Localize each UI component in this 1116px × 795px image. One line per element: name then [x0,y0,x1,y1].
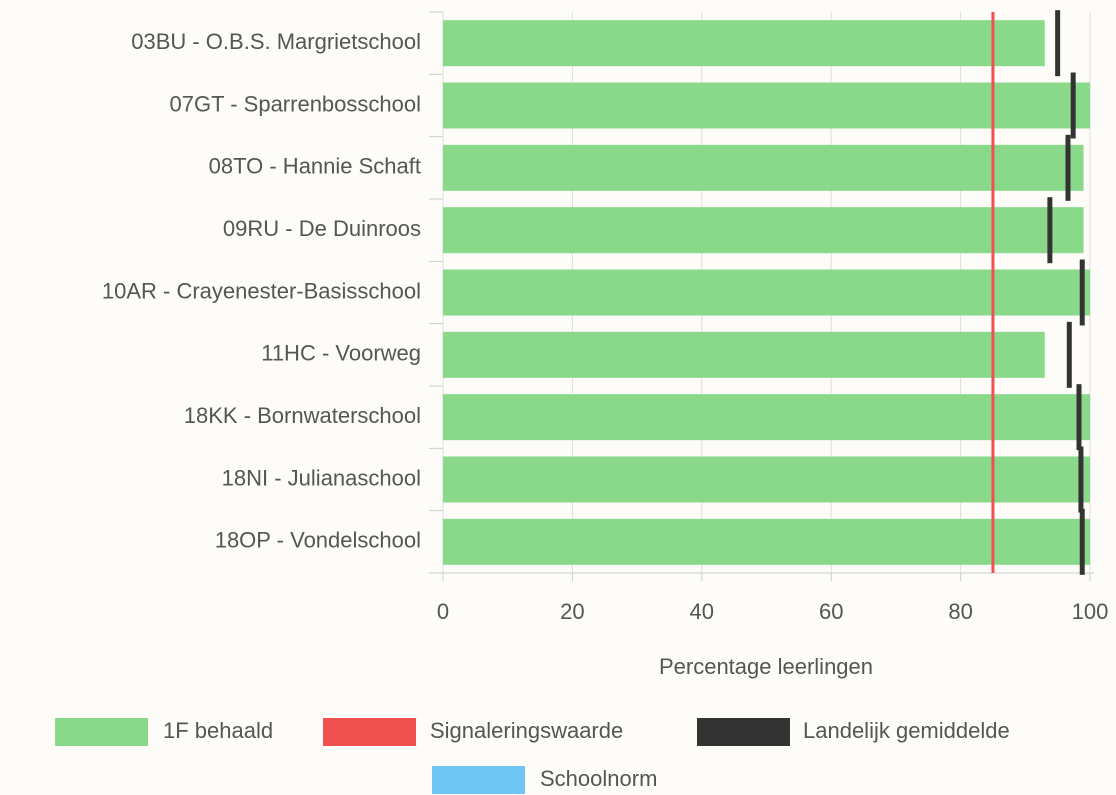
y-tick-label: 09RU - De Duinroos [223,216,421,241]
average-marker [1076,384,1082,451]
bar [443,207,1084,254]
average-marker [1078,446,1084,513]
average-marker [1079,508,1085,575]
y-tick-label: 08TO - Hannie Schaft [209,154,421,179]
x-tick-label: 80 [948,599,972,624]
bar [443,144,1084,191]
legend-swatch [697,718,790,746]
legend-swatch [432,766,525,794]
y-tick-label: 03BU - O.B.S. Margrietschool [131,29,421,54]
bar [443,331,1045,378]
bar [443,20,1045,67]
legend-label: Signaleringswaarde [430,718,623,743]
x-tick-label: 40 [690,599,714,624]
x-tick-label: 100 [1072,599,1109,624]
x-axis-label: Percentage leerlingen [659,654,873,679]
bar [443,269,1090,316]
legend-swatch [323,718,416,746]
bar [443,394,1090,441]
legend-label: 1F behaald [163,718,273,743]
average-marker [1065,134,1071,201]
bar [443,518,1090,565]
legend-label: Landelijk gemiddelde [803,718,1010,743]
legend-swatch [55,718,148,746]
average-marker [1070,72,1076,139]
x-tick-label: 60 [819,599,843,624]
average-marker [1047,197,1053,264]
x-tick-label: 20 [560,599,584,624]
y-tick-label: 18NI - Julianaschool [222,465,421,490]
y-tick-label: 07GT - Sparrenbosschool [169,91,421,116]
y-tick-label: 10AR - Crayenester-Basisschool [102,278,421,303]
bar [443,456,1090,503]
average-marker [1066,321,1072,388]
bar [443,82,1090,129]
y-tick-label: 11HC - Voorweg [261,341,421,366]
average-marker [1055,10,1061,77]
x-tick-label: 0 [437,599,449,624]
legend-label: Schoolnorm [540,766,657,791]
y-tick-label: 18OP - Vondelschool [215,528,421,553]
average-marker [1079,259,1085,326]
y-tick-label: 18KK - Bornwaterschool [184,403,421,428]
